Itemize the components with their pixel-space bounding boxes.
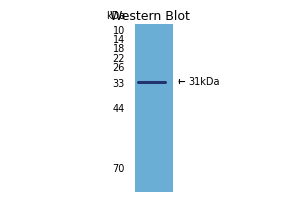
Text: 18: 18 bbox=[113, 44, 125, 54]
Text: 33: 33 bbox=[113, 79, 125, 89]
Text: 26: 26 bbox=[113, 63, 125, 73]
Text: 22: 22 bbox=[112, 54, 125, 64]
Text: 10: 10 bbox=[113, 26, 125, 36]
Text: kDa: kDa bbox=[106, 11, 125, 21]
Text: 44: 44 bbox=[113, 104, 125, 114]
Title: Western Blot: Western Blot bbox=[110, 10, 190, 23]
Bar bbox=[135, 24, 173, 192]
Text: 31kDa: 31kDa bbox=[188, 77, 220, 87]
Text: 70: 70 bbox=[113, 164, 125, 174]
Text: 14: 14 bbox=[113, 35, 125, 45]
